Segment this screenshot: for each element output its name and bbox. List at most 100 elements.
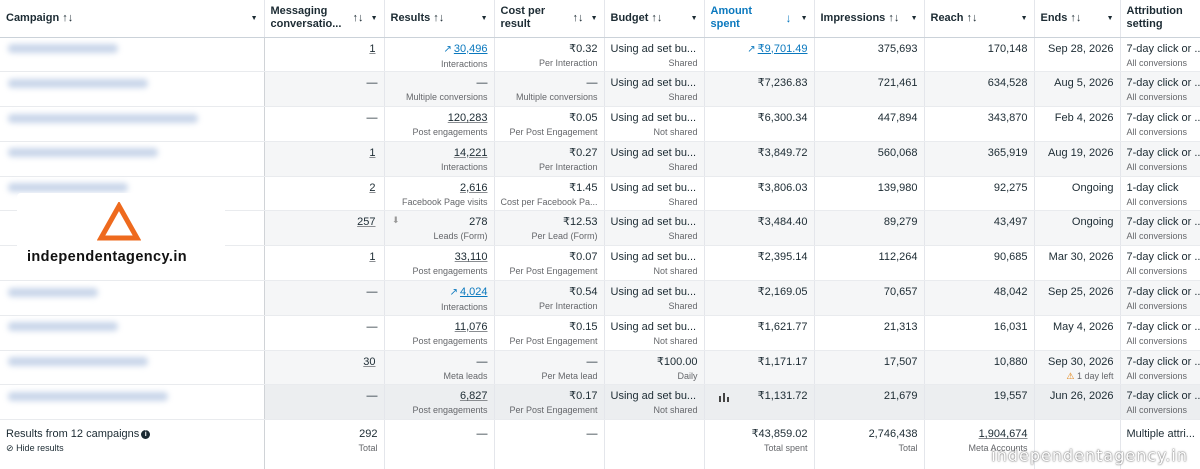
info-icon[interactable]: i <box>141 430 151 440</box>
results-value[interactable]: 120,283 <box>391 112 488 124</box>
messaging-text[interactable]: 1 <box>369 251 376 264</box>
results-value[interactable]: 278 <box>391 216 487 228</box>
messaging-value[interactable]: 1 <box>271 147 378 159</box>
table-row[interactable]: 257 278 Leads (Form) ₹12.53 Per Lead (Form) U… <box>0 210 1200 247</box>
results-link[interactable]: 30,496 <box>453 42 488 55</box>
sort-icon[interactable]: ↑↓ <box>572 12 584 24</box>
messaging-value[interactable]: 30 <box>271 356 378 368</box>
col-amount-spent[interactable]: Amount spent ↓ ▼ <box>704 0 815 38</box>
dropdown-icon[interactable]: ▼ <box>690 15 698 22</box>
hide-results-button[interactable]: ⊘ Hide results <box>6 443 64 454</box>
results-link[interactable]: 4,024 <box>459 286 488 299</box>
col-impressions[interactable]: Impressions ↑↓ ▼ <box>814 0 925 38</box>
col-campaign[interactable]: Campaign ↑↓ ▼ <box>0 0 265 38</box>
budget-value: Using ad set bu... <box>610 112 697 125</box>
amount-value: ↗ ₹9,701.49 <box>711 42 808 56</box>
budget-value: Using ad set bu... <box>610 390 697 403</box>
messaging-text[interactable]: 257 <box>357 216 376 229</box>
impressions-value: 447,894 <box>877 112 918 125</box>
budget-type: Shared <box>668 231 698 242</box>
messaging-text[interactable]: 1 <box>369 42 376 55</box>
attribution-value: 7-day click or ... <box>1126 77 1200 90</box>
download-icon[interactable]: ⬇ <box>392 215 400 225</box>
budget-cell: Using ad set bu... Not shared <box>604 106 705 142</box>
table-row[interactable]: — 120,283 Post engagements ₹0.05 Per Post En… <box>0 106 1200 142</box>
results-link[interactable]: 2,616 <box>459 181 488 194</box>
ends-value: May 4, 2026 <box>1052 320 1114 333</box>
messaging-value[interactable]: 257 <box>271 216 378 228</box>
messaging-cell: 1 <box>264 37 385 73</box>
table-row[interactable]: — ↗ 4,024 Interactions ₹0.54 Per Interaction U… <box>0 280 1200 316</box>
attribution-cell: 7-day click or ... All conversions <box>1120 280 1200 316</box>
summary-campaigns: Results from 12 campaigns i ⊘ Hide result… <box>0 419 265 469</box>
dropdown-icon[interactable]: ▼ <box>590 15 598 22</box>
dropdown-icon[interactable]: ▼ <box>480 15 488 22</box>
col-reach[interactable]: Reach ↑↓ ▼ <box>924 0 1035 38</box>
col-attribution[interactable]: Attribution setting <box>1120 0 1200 38</box>
sort-desc-icon[interactable]: ↓ <box>785 11 792 25</box>
col-budget[interactable]: Budget ↑↓ ▼ <box>604 0 705 38</box>
messaging-text[interactable]: 30 <box>363 355 376 368</box>
col-messaging[interactable]: Messaging conversatio... ↑↓ ▼ <box>264 0 385 38</box>
messaging-value[interactable]: 1 <box>271 43 378 55</box>
table-row[interactable]: — — Multiple conversions — Multiple conversi… <box>0 71 1200 108</box>
attribution-cell: 7-day click or ... All conversions <box>1120 71 1200 108</box>
results-value[interactable]: ↗ 4,024 <box>391 286 488 299</box>
table-row[interactable]: 1 ↗ 30,496 Interactions ₹0.32 Per Interaction… <box>0 37 1200 73</box>
dropdown-icon[interactable]: ▼ <box>1020 15 1028 22</box>
dropdown-icon[interactable]: ▼ <box>1106 15 1114 22</box>
results-value[interactable]: 6,827 <box>391 390 488 402</box>
results-value[interactable]: 2,616 <box>391 182 488 194</box>
dropdown-icon[interactable]: ▼ <box>250 15 258 22</box>
blurred-campaign-name <box>8 287 98 297</box>
messaging-value[interactable]: 1 <box>271 251 378 263</box>
dropdown-icon[interactable]: ▼ <box>910 15 918 22</box>
table-row[interactable]: — 6,827 Post engagements ₹0.17 Per Post Enga… <box>0 384 1200 421</box>
ends-cell: Feb 4, 2026 <box>1034 106 1121 142</box>
budget-value: Using ad set bu... <box>610 146 697 159</box>
results-link[interactable]: 33,110 <box>454 251 488 264</box>
dropdown-icon[interactable]: ▼ <box>800 15 808 22</box>
table-row[interactable]: 30— Meta leads — Per Meta lead ₹100.00 Daily ₹… <box>0 350 1200 386</box>
ends-note: ⚠ 1 day left <box>1041 371 1113 382</box>
amount-link[interactable]: ₹9,701.49 <box>757 42 808 55</box>
reach-cell: 170,148 <box>924 37 1035 73</box>
results-link[interactable]: 6,827 <box>459 390 488 403</box>
sort-icon[interactable]: ↑↓ <box>352 12 364 24</box>
results-value[interactable]: ↗ 30,496 <box>391 42 488 56</box>
results-value[interactable]: 14,221 <box>391 147 488 159</box>
col-ends[interactable]: Ends ↑↓ ▼ <box>1034 0 1121 38</box>
blurred-campaign-name <box>8 113 198 123</box>
sort-icon[interactable]: ↑↓ <box>966 11 978 24</box>
messaging-cell: — <box>264 280 385 316</box>
messaging-text[interactable]: 1 <box>369 146 376 159</box>
ends-value: Sep 25, 2026 <box>1048 286 1114 299</box>
results-link[interactable]: 120,283 <box>447 112 488 125</box>
cost-cell: ₹0.54 Per Interaction <box>494 280 605 316</box>
sort-icon[interactable]: ↑↓ <box>1070 11 1082 24</box>
bar-chart-icon[interactable] <box>718 392 730 405</box>
impressions-value: 70,657 <box>883 286 918 299</box>
dropdown-icon[interactable]: ▼ <box>370 15 378 22</box>
messaging-text[interactable]: 2 <box>369 181 376 194</box>
col-cost-per-result[interactable]: Cost per result ↑↓ ▼ <box>494 0 605 38</box>
results-type: Meta leads <box>443 370 488 381</box>
table-row[interactable]: 1 14,221 Interactions ₹0.27 Per Interaction U… <box>0 141 1200 177</box>
reach-cell: 10,880 <box>924 350 1035 386</box>
results-link[interactable]: 14,221 <box>453 146 488 159</box>
sort-icon[interactable]: ↑↓ <box>433 11 445 24</box>
amount-text: ₹3,849.72 <box>757 146 808 159</box>
sort-icon[interactable]: ↑↓ <box>62 11 74 24</box>
col-results[interactable]: Results ↑↓ ▼ <box>384 0 495 38</box>
blurred-campaign-name <box>8 322 118 332</box>
summary-ends <box>1034 419 1121 469</box>
cost-cell: ₹12.53 Per Lead (Form) <box>494 210 605 247</box>
results-link[interactable]: 11,076 <box>454 320 488 333</box>
messaging-value[interactable]: 2 <box>271 182 378 194</box>
sort-icon[interactable]: ↑↓ <box>888 11 900 24</box>
results-value[interactable]: 11,076 <box>391 321 488 333</box>
sort-icon[interactable]: ↑↓ <box>651 11 663 24</box>
impressions-cell: 89,279 <box>814 210 925 247</box>
results-value[interactable]: 33,110 <box>391 251 488 263</box>
table-row[interactable]: — 11,076 Post engagements ₹0.15 Per Post Eng… <box>0 315 1200 351</box>
